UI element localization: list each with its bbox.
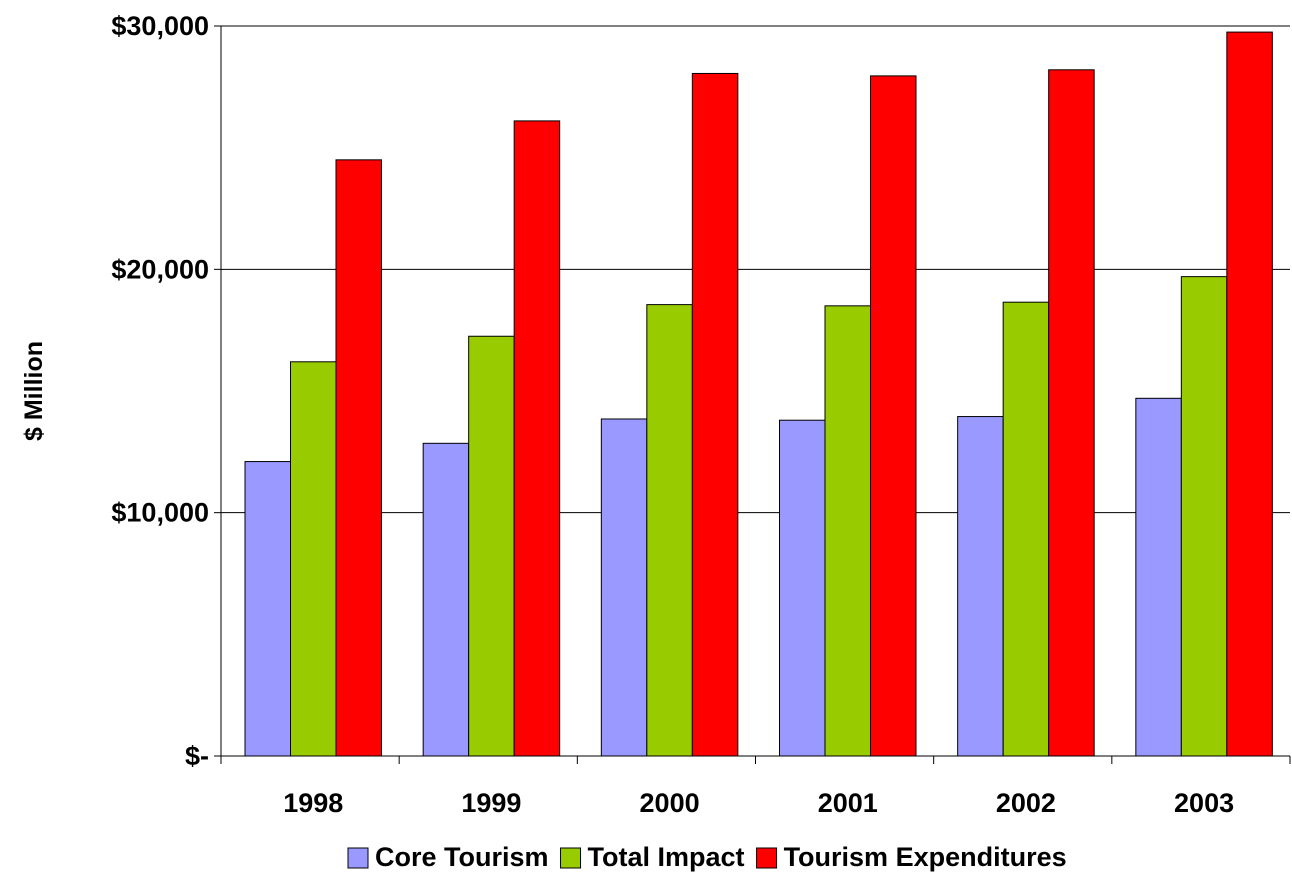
x-tick-label-1999: 1999 — [461, 788, 521, 818]
legend-swatch — [756, 847, 778, 869]
legend: Core Tourism Total Impact Tourism Expendit… — [347, 842, 1067, 872]
legend-swatch — [347, 847, 369, 869]
bars — [244, 31, 1273, 757]
legend-item-core-tourism: Core Tourism — [347, 842, 549, 872]
legend-label: Tourism Expenditures — [784, 842, 1067, 872]
bar-core-tourism-2000 — [600, 418, 648, 757]
tick-labels: $- $10,000 $20,000 $30,000 1998 1999 2000 2001 2… — [111, 11, 1234, 818]
legend-label: Core Tourism — [375, 842, 549, 872]
bar-tourism-expenditures-2003 — [1226, 31, 1273, 757]
bar-tourism-expenditures-2002 — [1048, 69, 1095, 757]
bar-core-tourism-2002 — [957, 416, 1004, 757]
x-tick-label-2002: 2002 — [996, 788, 1056, 818]
bar-tourism-expenditures-2001 — [870, 75, 917, 757]
bar-total-impact-2000 — [646, 304, 693, 757]
bar-total-impact-2001 — [824, 305, 871, 757]
bar-core-tourism-2001 — [779, 419, 826, 757]
bar-total-impact-2003 — [1180, 276, 1228, 757]
legend-label: Total Impact — [588, 842, 745, 872]
x-tick-label-1998: 1998 — [283, 788, 343, 818]
bar-tourism-expenditures-2000 — [691, 72, 739, 757]
y-tick-label: $10,000 — [111, 498, 209, 528]
legend-item-total-impact: Total Impact — [560, 842, 745, 872]
axes — [214, 25, 1291, 764]
bar-total-impact-1998 — [290, 361, 337, 757]
bar-tourism-expenditures-1999 — [513, 120, 561, 757]
bar-core-tourism-1998 — [244, 461, 291, 757]
x-tick-label-2001: 2001 — [818, 788, 878, 818]
legend-item-tourism-expenditures: Tourism Expenditures — [756, 842, 1067, 872]
legend-swatch — [560, 847, 582, 869]
x-tick-label-2000: 2000 — [640, 788, 700, 818]
x-tick-label-2003: 2003 — [1174, 788, 1234, 818]
y-tick-label: $- — [185, 741, 209, 771]
bar-total-impact-2002 — [1002, 301, 1050, 757]
gridlines — [221, 25, 1290, 514]
bar-core-tourism-2003 — [1135, 397, 1182, 757]
y-tick-label: $30,000 — [111, 11, 209, 41]
y-axis-title: $ Million — [20, 341, 48, 441]
bar-total-impact-1999 — [468, 335, 515, 757]
bar-tourism-expenditures-1998 — [335, 159, 382, 757]
y-tick-label: $20,000 — [111, 254, 209, 284]
bar-core-tourism-1999 — [422, 442, 470, 757]
